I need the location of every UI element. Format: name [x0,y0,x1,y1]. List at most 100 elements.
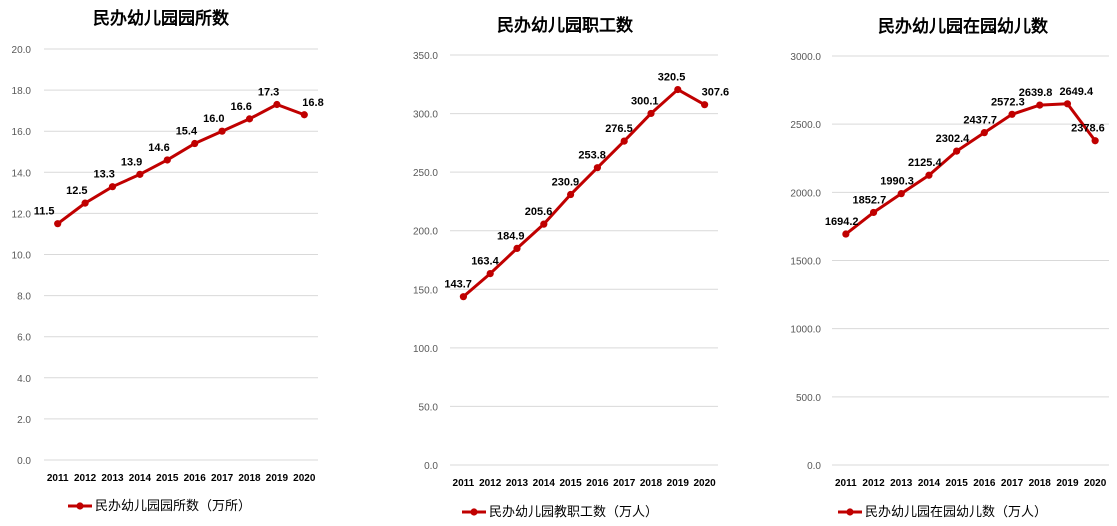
y-tick-label: 300.0 [413,110,438,121]
chart-title: 民办幼儿园职工数 [497,15,634,36]
data-label: 16.8 [302,97,323,109]
x-tick-label: 2016 [184,473,207,484]
series-line [463,90,704,297]
data-label: 253.8 [578,150,606,162]
data-point [647,110,654,117]
data-point [1092,137,1099,144]
x-tick-label: 2020 [1084,478,1107,489]
data-point [674,86,681,93]
x-tick-label: 2018 [238,473,261,484]
data-point [540,221,547,228]
x-tick-label: 2018 [1029,478,1052,489]
data-point [567,191,574,198]
data-point [301,111,308,118]
x-tick-label: 2011 [47,473,69,484]
data-point [925,172,932,179]
data-label: 14.6 [148,142,169,154]
legend-marker [76,502,83,509]
data-point [898,190,905,197]
data-point [1036,102,1043,109]
data-point [513,245,520,252]
data-label: 163.4 [471,256,499,268]
x-tick-label: 2012 [74,473,97,484]
data-point [219,128,226,135]
legend-label: 民办幼儿园教职工数（万人） [489,504,658,520]
y-tick-label: 10.0 [12,251,32,262]
y-tick-label: 350.0 [413,51,438,62]
data-point [460,293,467,300]
data-point [109,183,116,190]
data-label: 143.7 [444,279,472,291]
x-tick-label: 2013 [101,473,124,484]
y-tick-label: 150.0 [413,285,438,296]
legend: 民办幼儿园在园幼儿数（万人） [838,505,1047,520]
data-point [594,164,601,171]
data-point [54,220,61,227]
x-tick-label: 2011 [835,478,857,489]
data-label: 307.6 [702,87,730,99]
x-tick-label: 2020 [693,478,716,489]
x-tick-label: 2019 [266,473,289,484]
y-tick-label: 2.0 [17,415,31,426]
x-tick-label: 2019 [667,478,690,489]
y-tick-label: 1000.0 [790,325,821,336]
data-label: 276.5 [605,123,633,135]
x-tick-label: 2013 [506,478,529,489]
y-tick-label: 2500.0 [790,120,821,131]
x-tick-label: 2017 [211,473,234,484]
x-tick-label: 2015 [946,478,969,489]
legend-marker [846,508,853,515]
data-label: 13.9 [121,156,142,168]
data-label: 320.5 [658,72,686,84]
data-label: 205.6 [525,206,553,218]
data-label: 1990.3 [880,176,914,188]
chart-panel-1: 民办幼儿园园所数 0.0 2.0 4.0 6.0 8.0 10.0 12.0 14.0 16.0 1… [12,8,324,514]
y-tick-label: 8.0 [17,292,31,303]
x-tick-label: 2012 [479,478,502,489]
data-point [981,129,988,136]
data-label: 15.4 [176,126,198,138]
data-point [1064,100,1071,107]
data-point [136,171,143,178]
data-point [164,156,171,163]
legend: 民办幼儿园园所数（万所） [68,499,251,514]
data-label: 2649.4 [1059,86,1094,98]
y-tick-label: 20.0 [12,45,32,56]
x-tick-label: 2016 [586,478,609,489]
data-point [273,101,280,108]
legend-marker [470,508,477,515]
legend-label: 民办幼儿园园所数（万所） [95,499,251,514]
data-label: 11.5 [34,206,55,218]
y-tick-label: 50.0 [419,402,439,413]
x-tick-label: 2014 [129,473,152,484]
data-label: 230.9 [552,177,580,189]
y-tick-label: 18.0 [12,86,32,97]
data-label: 2378.6 [1071,123,1105,135]
y-tick-label: 100.0 [413,344,438,355]
data-label: 16.6 [231,101,252,113]
x-tick-label: 2018 [640,478,663,489]
data-point [701,101,708,108]
data-label: 17.3 [258,86,279,98]
data-point [82,200,89,207]
y-tick-label: 0.0 [17,456,31,467]
x-tick-label: 2017 [1001,478,1024,489]
x-tick-label: 2015 [156,473,179,484]
data-point [842,230,849,237]
data-label: 300.1 [631,95,659,107]
data-point [487,270,494,277]
x-tick-label: 2014 [918,478,941,489]
data-point [870,209,877,216]
data-label: 184.9 [497,230,525,242]
data-label: 2437.7 [963,115,997,127]
y-tick-label: 16.0 [12,127,32,138]
data-label: 2639.8 [1019,87,1053,99]
data-point [953,148,960,155]
data-point [1008,111,1015,118]
y-tick-label: 14.0 [12,168,32,179]
x-tick-label: 2015 [559,478,582,489]
x-tick-label: 2019 [1056,478,1079,489]
y-tick-label: 6.0 [17,333,31,344]
data-label: 1694.2 [825,216,859,228]
